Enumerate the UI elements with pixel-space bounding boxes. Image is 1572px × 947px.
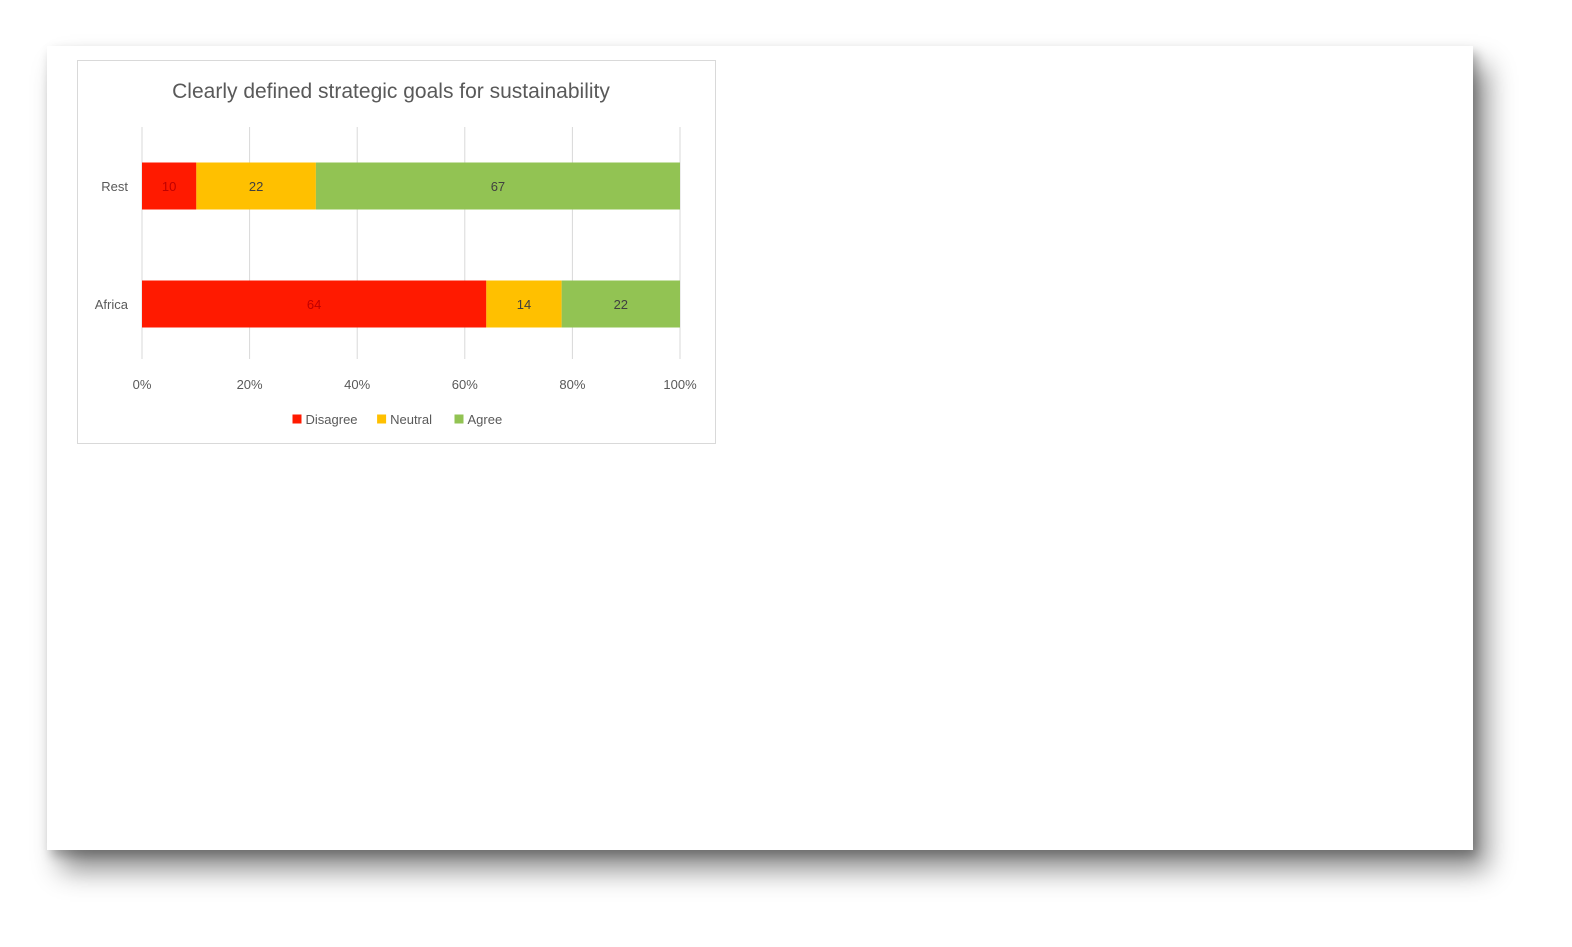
legend-swatch-disagree xyxy=(292,414,302,424)
chart-frame: Clearly defined strategic goals for sust… xyxy=(77,60,716,444)
bar-segment-agree xyxy=(561,280,680,328)
bars xyxy=(142,162,680,328)
data-label: 22 xyxy=(614,297,628,312)
data-label: 14 xyxy=(517,297,531,312)
x-tick-label: 0% xyxy=(133,377,152,392)
category-axis: Rest Africa xyxy=(95,179,129,312)
bar-segment-disagree xyxy=(142,162,197,210)
legend-label: Disagree xyxy=(306,412,358,427)
data-label: 64 xyxy=(307,297,321,312)
legend-label: Neutral xyxy=(390,412,432,427)
x-tick-label: 20% xyxy=(237,377,263,392)
legend: Disagree Neutral Agree xyxy=(292,412,503,427)
category-label: Africa xyxy=(95,297,129,312)
bar-segment-neutral xyxy=(486,280,562,328)
stacked-bar-chart: Clearly defined strategic goals for sust… xyxy=(95,80,697,427)
data-label: 22 xyxy=(249,179,263,194)
data-label: 10 xyxy=(162,179,176,194)
bar-segment-neutral xyxy=(196,162,316,210)
value-axis: 0% 20% 40% 60% 80% 100% xyxy=(133,377,697,392)
legend-swatch-agree xyxy=(454,414,464,424)
legend-swatch-neutral xyxy=(377,414,387,424)
category-label: Rest xyxy=(101,179,128,194)
x-tick-label: 40% xyxy=(344,377,370,392)
bar-segment-disagree xyxy=(142,280,487,328)
legend-label: Agree xyxy=(468,412,503,427)
x-tick-label: 80% xyxy=(559,377,585,392)
bar-segment-agree xyxy=(315,162,680,210)
data-labels: 10 22 67 64 14 22 xyxy=(162,179,628,312)
x-tick-label: 100% xyxy=(663,377,697,392)
data-label: 67 xyxy=(491,179,505,194)
x-tick-label: 60% xyxy=(452,377,478,392)
chart-title: Clearly defined strategic goals for sust… xyxy=(172,80,610,103)
